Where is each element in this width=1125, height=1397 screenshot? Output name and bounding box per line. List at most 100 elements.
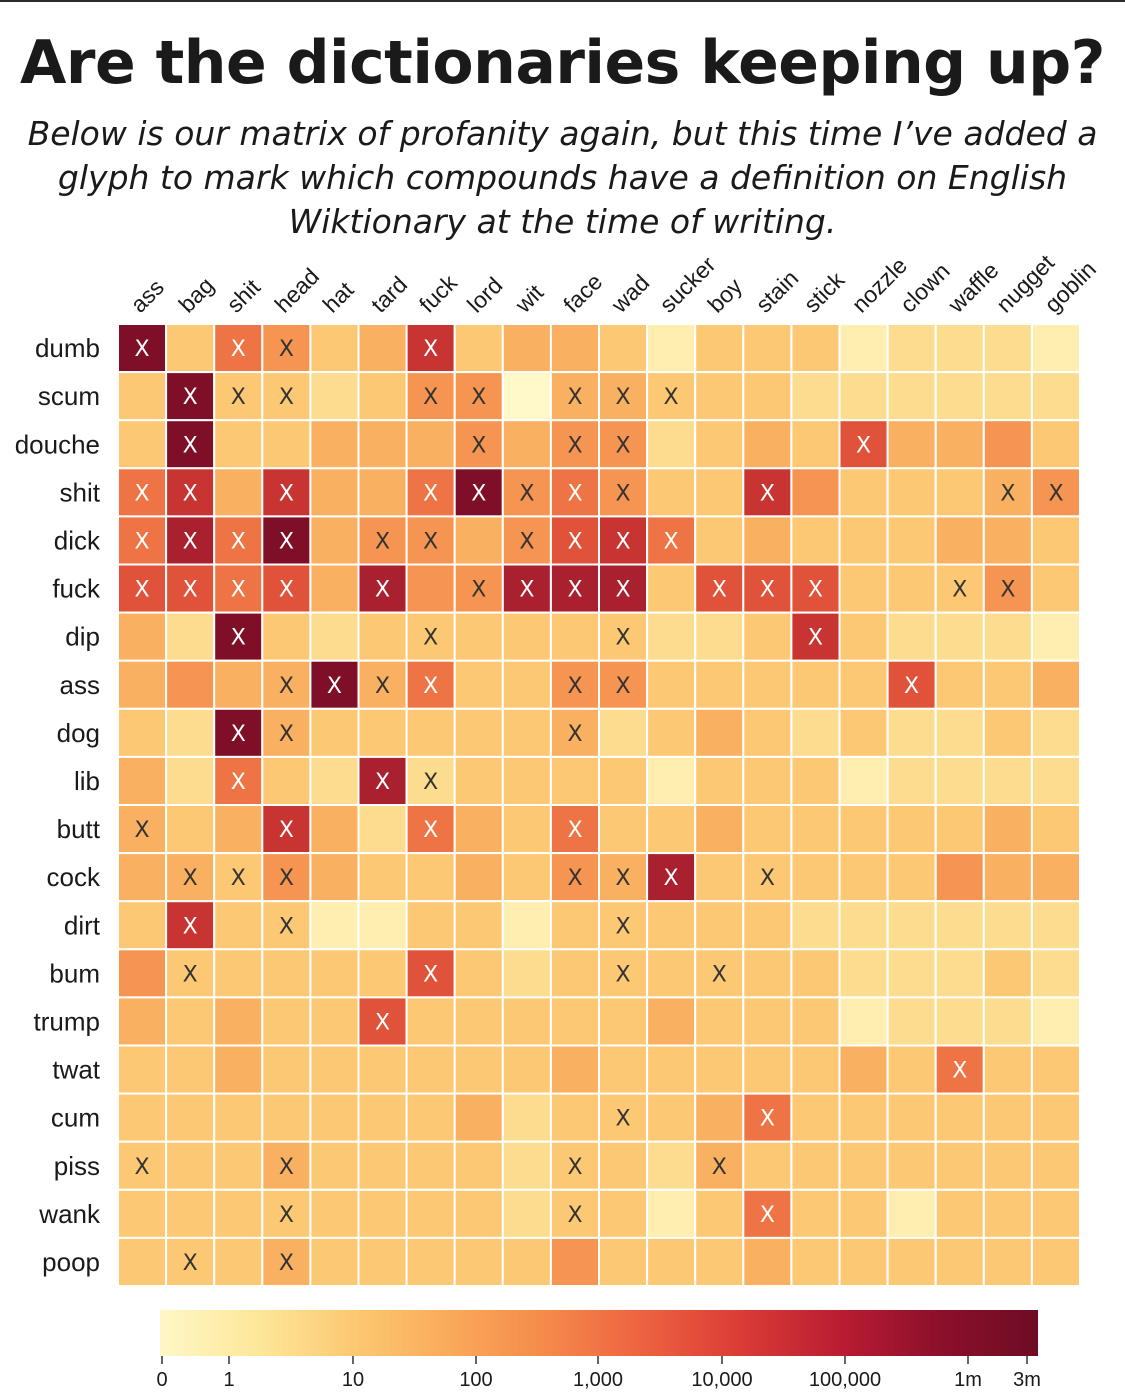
row-label-dog: dog — [57, 718, 100, 748]
top-rule — [0, 0, 1125, 2]
cell-trump-wad — [598, 996, 649, 1047]
cell-scum-nugget — [982, 371, 1033, 422]
cell-lib-ass — [117, 755, 168, 807]
cell-poop-wad — [598, 1236, 649, 1288]
cell-cock-stain — [742, 852, 793, 903]
cell-scum-stick — [790, 371, 841, 422]
cell-dog-head — [261, 707, 312, 758]
cell-lib-head — [261, 755, 312, 807]
cell-dumb-ass — [117, 323, 168, 374]
cell-lib-stain — [742, 755, 793, 807]
cell-lib-tard — [357, 755, 408, 807]
cell-trump-clown — [886, 996, 937, 1047]
cell-lib-stick — [790, 755, 841, 807]
cell-dirt-clown — [886, 900, 937, 951]
cell-cum-boy — [694, 1092, 745, 1143]
cell-scum-goblin — [1030, 371, 1082, 422]
mark-dip-fuck: X — [423, 626, 438, 651]
row-label-wank: wank — [38, 1199, 101, 1229]
cell-wank-wad — [598, 1188, 649, 1239]
cell-cock-lord — [453, 852, 504, 903]
cell-dick-clown — [886, 515, 937, 566]
cell-dumb-goblin — [1030, 323, 1082, 374]
mark-douche-wad: X — [615, 433, 630, 458]
cell-piss-stick — [790, 1140, 841, 1191]
col-label-head: head — [270, 263, 325, 318]
cell-trump-face — [549, 996, 601, 1047]
cell-shit-head — [261, 467, 312, 518]
cell-butt-boy — [694, 804, 745, 855]
mark-fuck-nugget: X — [1000, 578, 1015, 603]
cell-twat-stick — [790, 1044, 841, 1095]
mark-douche-lord: X — [471, 433, 486, 458]
cell-bum-wit — [501, 948, 552, 999]
cell-douche-ass — [117, 419, 168, 470]
cell-bum-waffle — [934, 948, 985, 999]
cell-poop-fuck — [405, 1236, 456, 1288]
mark-scum-sucker: X — [664, 385, 679, 410]
cell-piss-stain — [742, 1140, 793, 1191]
cell-bum-bag — [165, 948, 216, 999]
cell-ass-lord — [453, 659, 504, 710]
cell-dog-clown — [886, 707, 937, 758]
cell-wank-boy — [694, 1188, 745, 1239]
cell-lib-boy — [694, 755, 745, 807]
cell-cum-head — [261, 1092, 312, 1143]
cell-dirt-fuck — [405, 900, 456, 951]
cell-shit-boy — [694, 467, 745, 518]
cell-piss-lord — [453, 1140, 504, 1191]
cell-trump-fuck — [405, 996, 456, 1047]
cell-bum-ass — [117, 948, 168, 999]
cell-douche-head — [261, 419, 312, 470]
mark-ass-fuck: X — [423, 674, 438, 699]
col-label-stick: stick — [799, 266, 850, 317]
cell-wank-hat — [309, 1188, 360, 1239]
cell-bum-sucker — [646, 948, 697, 999]
cell-twat-clown — [886, 1044, 937, 1095]
cell-lib-face — [549, 755, 601, 807]
cell-wank-sucker — [646, 1188, 697, 1239]
col-label-stain: stain — [751, 265, 804, 318]
cell-dumb-nugget — [982, 323, 1033, 374]
mark-dip-stick: X — [808, 626, 823, 651]
cell-twat-hat — [309, 1044, 360, 1095]
cell-shit-tard — [357, 467, 408, 518]
cell-dirt-boy — [694, 900, 745, 951]
cell-poop-goblin — [1030, 1236, 1082, 1288]
cell-dumb-lord — [453, 323, 504, 374]
cell-dick-boy — [694, 515, 745, 566]
cell-dick-hat — [309, 515, 360, 566]
cell-dip-head — [261, 611, 312, 662]
cell-piss-wad — [598, 1140, 649, 1191]
cell-dumb-sucker — [646, 323, 697, 374]
cell-dirt-waffle — [934, 900, 985, 951]
cell-cum-ass — [117, 1092, 168, 1143]
mark-cock-wad: X — [615, 866, 630, 891]
cell-piss-nozzle — [838, 1140, 889, 1191]
cell-dirt-nugget — [982, 900, 1033, 951]
cell-dick-stick — [790, 515, 841, 566]
cell-cum-fuck — [405, 1092, 456, 1143]
mark-wank-face: X — [567, 1203, 582, 1228]
cell-wank-wit — [501, 1188, 552, 1239]
cell-douche-face — [549, 419, 601, 470]
cell-dirt-bag — [165, 900, 216, 951]
mark-twat-waffle: X — [952, 1059, 967, 1084]
mark-shit-lord: X — [471, 481, 486, 506]
cell-ass-waffle — [934, 659, 985, 710]
mark-dick-tard: X — [375, 529, 390, 554]
chart-title: Are the dictionaries keeping up? — [19, 28, 1106, 98]
cell-ass-stick — [790, 659, 841, 710]
mark-piss-ass: X — [135, 1155, 150, 1180]
cell-dirt-face — [549, 900, 601, 951]
cell-ass-fuck — [405, 659, 456, 710]
cell-dog-fuck — [405, 707, 456, 758]
cell-scum-wit — [501, 371, 552, 422]
mark-bum-fuck: X — [423, 962, 438, 987]
mark-ass-clown: X — [904, 674, 919, 699]
cell-dumb-face — [549, 323, 601, 374]
cell-bum-hat — [309, 948, 360, 999]
cell-lib-clown — [886, 755, 937, 807]
mark-poop-head: X — [279, 1251, 294, 1276]
cell-cum-waffle — [934, 1092, 985, 1143]
